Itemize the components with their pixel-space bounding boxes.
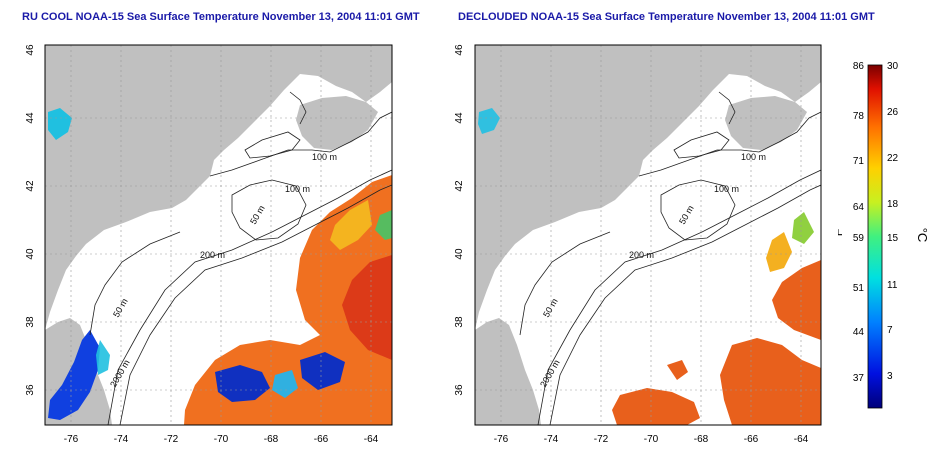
- celsius-label: °C: [915, 228, 928, 243]
- land-mass: [45, 45, 392, 330]
- celsius-tick: 30: [887, 61, 899, 72]
- graticule: [475, 45, 821, 425]
- sst-yellow-patch: [330, 200, 372, 250]
- fahrenheit-tick: 78: [853, 111, 865, 122]
- bathymetry-contours: [89, 91, 392, 425]
- bathymetry-contours: [519, 91, 821, 425]
- contour-label: 200 m: [629, 250, 654, 260]
- left-map-title: RU COOL NOAA-15 Sea Surface Temperature …: [22, 11, 420, 23]
- fahrenheit-tick: 64: [853, 202, 865, 213]
- contour-label: 100 m: [285, 184, 310, 194]
- fahrenheit-tick: 44: [853, 327, 865, 338]
- x-tick-label: -74: [114, 434, 129, 445]
- right-map-title: DECLOUDED NOAA-15 Sea Surface Temperatur…: [458, 11, 875, 23]
- sst-cold-blue: [48, 330, 100, 420]
- celsius-tick: 11: [887, 280, 898, 291]
- y-tick-label: 44: [25, 112, 36, 124]
- x-tick-label: -76: [494, 434, 509, 445]
- y-tick-label: 40: [454, 248, 465, 260]
- graticule: [45, 45, 392, 425]
- celsius-tick: 18: [887, 199, 899, 210]
- land-nova-scotia: [725, 96, 807, 150]
- y-tick-label: 42: [454, 180, 465, 192]
- x-tick-label: -74: [544, 434, 559, 445]
- fahrenheit-tick: 59: [853, 233, 865, 244]
- celsius-tick: 7: [887, 325, 893, 336]
- sst-green-patch: [792, 212, 814, 244]
- fahrenheit-label: °F: [838, 228, 845, 241]
- x-tick-label: -72: [164, 434, 179, 445]
- land-south-coast: [475, 318, 541, 425]
- y-tick-label: 42: [25, 180, 36, 192]
- celsius-tick: 26: [887, 107, 899, 118]
- sst-cyan-patch: [478, 108, 500, 134]
- y-tick-label: 38: [25, 316, 36, 328]
- fahrenheit-tick-labels: 86 78 71 64 59 51 44 37: [853, 61, 865, 384]
- sst-cyan-patch: [48, 108, 72, 140]
- fahrenheit-tick: 51: [853, 283, 865, 294]
- fahrenheit-tick: 37: [853, 373, 865, 384]
- map-frame: [44, 44, 393, 426]
- land-nova-scotia: [296, 96, 378, 150]
- fahrenheit-tick: 86: [853, 61, 865, 72]
- y-tick-label: 44: [454, 112, 465, 124]
- contour-label: 100 m: [741, 152, 766, 162]
- x-tick-label: -76: [64, 434, 79, 445]
- fahrenheit-tick: 71: [853, 156, 865, 167]
- y-tick-label: 40: [25, 248, 36, 260]
- y-tick-label: 38: [454, 316, 465, 328]
- colorbar: 86 78 71 64 59 51 44 37 30 26 22 18 15 1…: [838, 61, 928, 409]
- y-tick-labels: 46 44 42 40 38 36: [25, 44, 36, 396]
- sst-dark-blue-patch: [215, 365, 270, 402]
- left-map-panel: 100 m 100 m 50 m 200 m 50 m 2000 m -76 -…: [25, 44, 393, 445]
- x-tick-label: -64: [364, 434, 379, 445]
- celsius-tick: 22: [887, 153, 899, 164]
- celsius-tick: 15: [887, 233, 899, 244]
- x-tick-label: -70: [214, 434, 229, 445]
- x-tick-label: -68: [264, 434, 279, 445]
- celsius-tick: 3: [887, 371, 893, 382]
- sst-cyan-patch: [272, 370, 298, 398]
- colorbar-gradient: [867, 64, 883, 409]
- contour-label: 100 m: [312, 152, 337, 162]
- sst-warm-region: [772, 260, 821, 340]
- land-mass: [475, 45, 821, 330]
- y-tick-label: 46: [25, 44, 36, 56]
- y-tick-label: 36: [25, 384, 36, 396]
- sst-green-patch: [375, 210, 392, 240]
- sst-yellow-patch: [766, 232, 792, 272]
- x-tick-label: -72: [594, 434, 609, 445]
- y-tick-label: 36: [454, 384, 465, 396]
- sst-warm-patch: [667, 360, 688, 380]
- x-tick-labels: -76 -74 -72 -70 -68 -66 -64: [64, 434, 379, 445]
- x-tick-label: -66: [314, 434, 329, 445]
- x-tick-label: -70: [644, 434, 659, 445]
- sst-cold-cyan: [96, 340, 110, 375]
- celsius-tick-labels: 30 26 22 18 15 11 7 3: [887, 61, 899, 382]
- sst-warm-patch: [720, 338, 821, 425]
- contour-label: 200 m: [200, 250, 225, 260]
- sst-dark-blue-patch: [300, 352, 345, 390]
- right-map-panel: 100 m 100 m 50 m 200 m 50 m 2000 m -76 -…: [454, 44, 822, 445]
- sst-hot-patch: [342, 255, 392, 360]
- x-tick-label: -66: [744, 434, 759, 445]
- sst-warm-patch: [612, 388, 700, 425]
- map-frame: [474, 44, 822, 426]
- x-tick-labels: -76 -74 -72 -70 -68 -66 -64: [494, 434, 809, 445]
- y-tick-labels: 46 44 42 40 38 36: [454, 44, 465, 396]
- x-tick-label: -68: [694, 434, 709, 445]
- y-tick-label: 46: [454, 44, 465, 56]
- x-tick-label: -64: [794, 434, 809, 445]
- contour-label: 100 m: [714, 184, 739, 194]
